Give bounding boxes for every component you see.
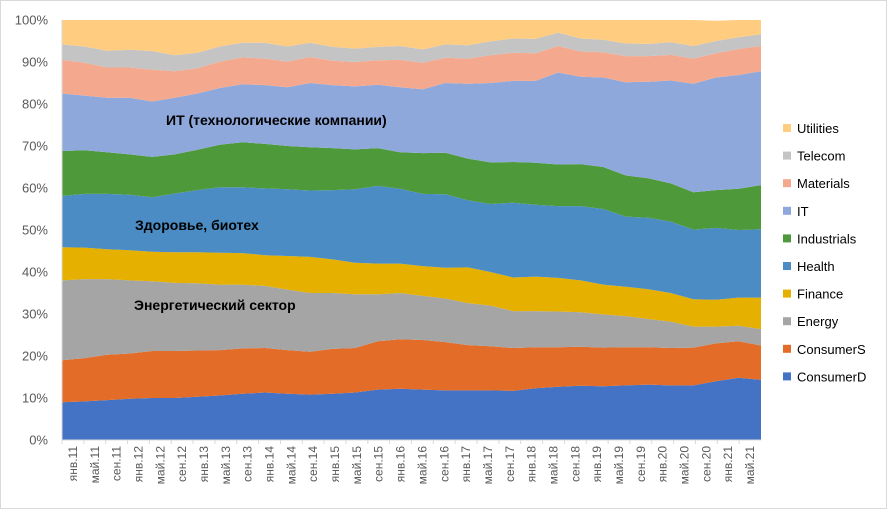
legend-swatch-telecom — [783, 151, 791, 160]
x-tick-label: янв.21 — [721, 446, 735, 483]
legend-swatch-health — [783, 262, 791, 270]
x-tick-label: сен.12 — [175, 446, 189, 482]
legend-label-consumerd: ConsumerD — [797, 369, 866, 384]
x-tick-label: май.15 — [350, 446, 364, 485]
x-tick-label: янв.11 — [66, 446, 80, 482]
x-tick-label: май.11 — [88, 446, 102, 484]
x-tick-label: янв.16 — [394, 446, 408, 483]
legend-label-materials: Materials — [797, 176, 850, 191]
x-tick-label: сен.18 — [568, 446, 582, 482]
area-telecom — [62, 32, 761, 72]
legend-swatch-materials — [783, 179, 791, 188]
x-tick-label: май.14 — [284, 446, 298, 485]
y-tick-label: 50% — [22, 223, 48, 238]
legend: Utilities Telecom Materials IT Industrials He… — [783, 121, 866, 384]
legend-swatch-consumerd — [783, 372, 791, 381]
y-tick-label: 100% — [15, 13, 49, 28]
area-health — [62, 185, 761, 300]
x-tick-label: май.16 — [415, 446, 429, 485]
annotation-energy: Энергетический сектор — [134, 297, 296, 313]
area-consumerd — [62, 377, 761, 440]
annotation-it: ИТ (технологические компании) — [166, 112, 387, 128]
area-utilities — [62, 20, 761, 56]
x-tick-label: сен.14 — [306, 446, 320, 482]
x-tick-label: сен.20 — [699, 446, 713, 482]
x-tick-label: янв.13 — [197, 446, 211, 483]
x-tick-label: сен.16 — [437, 446, 451, 482]
x-tick-label: сен.11 — [110, 446, 124, 481]
legend-swatch-finance — [783, 289, 791, 298]
area-consumers — [62, 339, 761, 403]
x-tick-label: янв.19 — [590, 446, 604, 483]
y-axis-ticks: 0% 10% 20% 30% 40% 50% 60% 70% 80% 90% 100% — [15, 13, 49, 448]
x-tick-label: янв.20 — [656, 446, 670, 483]
x-tick-label: май.19 — [612, 446, 626, 485]
legend-label-utilities: Utilities — [797, 121, 839, 136]
y-tick-label: 30% — [22, 307, 48, 322]
y-tick-label: 70% — [22, 139, 48, 154]
x-tick-label: май.18 — [547, 446, 561, 485]
legend-swatch-consumers — [783, 344, 791, 353]
x-tick-label: сен.17 — [503, 446, 517, 482]
area-it — [62, 71, 761, 193]
x-tick-label: май.20 — [678, 446, 692, 485]
y-tick-label: 20% — [22, 349, 48, 364]
y-tick-label: 80% — [22, 97, 48, 112]
x-tick-label: янв.17 — [459, 446, 473, 483]
x-tick-label: янв.15 — [328, 446, 342, 483]
area-industrials — [62, 142, 761, 230]
y-tick-label: 40% — [22, 265, 48, 280]
y-tick-label: 90% — [22, 55, 48, 70]
x-tick-label: янв.14 — [263, 446, 277, 483]
x-tick-label: сен.13 — [241, 446, 255, 482]
y-tick-label: 0% — [29, 433, 48, 448]
legend-label-telecom: Telecom — [797, 149, 845, 164]
x-tick-label: май.12 — [153, 446, 167, 485]
area-materials — [62, 46, 761, 102]
legend-label-industrials: Industrials — [797, 231, 857, 246]
y-tick-label: 10% — [22, 391, 48, 406]
legend-swatch-it — [783, 206, 791, 215]
y-tick-label: 60% — [22, 181, 48, 196]
legend-label-finance: Finance — [797, 287, 843, 302]
x-tick-label: янв.12 — [132, 446, 146, 483]
x-tick-label: сен.15 — [372, 446, 386, 482]
legend-label-consumers: ConsumerS — [797, 342, 866, 357]
series-areas — [62, 20, 761, 440]
legend-swatch-industrials — [783, 234, 791, 243]
annotations: ИТ (технологические компании) Здоровье, … — [134, 112, 387, 313]
x-tick-label: май.17 — [481, 446, 495, 485]
x-tick-label: май.13 — [219, 446, 233, 485]
legend-swatch-utilities — [783, 124, 791, 132]
legend-label-it: IT — [797, 204, 809, 219]
annotation-health: Здоровье, биотех — [135, 217, 259, 233]
legend-label-health: Health — [797, 259, 835, 274]
legend-label-energy: Energy — [797, 314, 839, 329]
area-finance — [62, 247, 761, 330]
x-tick-label: май.21 — [743, 446, 757, 485]
x-axis-ticks: янв.11 май.11 сен.11 янв.12 май.12 сен.12 янв.… — [61, 440, 757, 485]
x-tick-label: сен.19 — [634, 446, 648, 482]
x-tick-label: янв.18 — [525, 446, 539, 483]
area-energy — [62, 279, 761, 361]
legend-swatch-energy — [783, 317, 791, 326]
